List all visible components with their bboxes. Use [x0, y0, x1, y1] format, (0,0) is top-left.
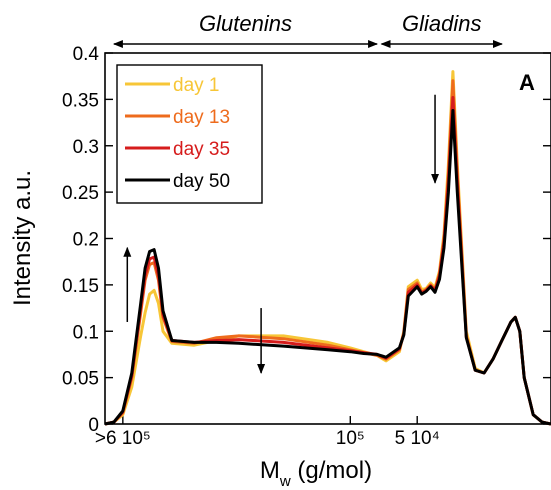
plot-frame — [104, 52, 551, 425]
legend-label: day 35 — [173, 139, 230, 160]
series-lines — [104, 70, 551, 426]
y-tick-label: 0.2 — [73, 230, 99, 251]
region-label: Glutenins — [199, 11, 292, 36]
y-tick-label: 0.15 — [62, 276, 99, 297]
y-tick-label: 0.1 — [73, 322, 99, 343]
x-axis-label-rest: (g/mol) — [291, 457, 372, 484]
y-tick-label: 0.05 — [62, 369, 99, 390]
legend-label: day 1 — [173, 75, 219, 96]
y-tick-label: 0.3 — [73, 137, 99, 158]
region-markers: Glutenins Gliadins — [112, 11, 503, 48]
y-tick-label: 0.4 — [73, 44, 100, 65]
series-line-day-50 — [104, 109, 551, 426]
y-ticks: 0 0.05 0.1 0.15 0.2 0.25 0.3 0.35 0.4 — [62, 44, 551, 436]
region-label: Gliadins — [402, 11, 481, 36]
legend: day 1 day 13 day 35 day 50 — [116, 64, 263, 204]
trend-arrows — [123, 94, 440, 374]
x-ticks: >6 10⁵ 10⁵ 5 10⁴ — [95, 416, 440, 449]
x-tick-label: 10⁵ — [336, 428, 365, 449]
x-axis-label-main: M — [260, 457, 280, 484]
legend-label: day 50 — [173, 171, 230, 192]
y-axis-label: Intensity a.u. — [9, 170, 36, 306]
y-tick-label: 0.35 — [62, 90, 99, 111]
y-tick-label: 0.25 — [62, 183, 99, 204]
panel-label: A — [519, 70, 535, 95]
x-tick-label: 5 10⁴ — [395, 428, 440, 449]
x-axis-label-sub: w — [279, 473, 291, 490]
x-axis-label: Mw (g/mol) — [260, 457, 372, 490]
legend-label: day 13 — [173, 107, 230, 128]
y-tick-label: 0 — [88, 415, 99, 436]
x-tick-label: >6 10⁵ — [95, 428, 151, 449]
